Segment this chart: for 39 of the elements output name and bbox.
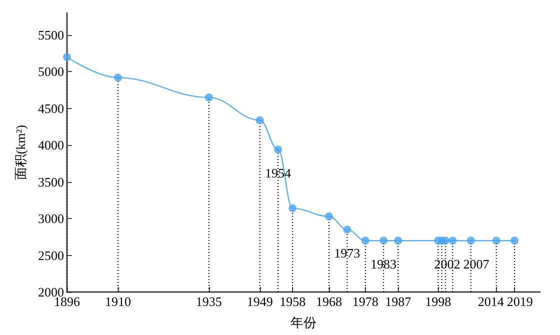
point	[274, 146, 282, 154]
x-tick-label: 1968	[316, 294, 342, 309]
x-tick-label: 1910	[104, 294, 131, 309]
annotation: 1973	[334, 246, 360, 261]
point	[361, 236, 370, 245]
point	[441, 236, 450, 245]
point	[380, 236, 388, 245]
point	[63, 53, 71, 62]
point	[466, 236, 475, 245]
point	[343, 226, 352, 234]
point	[394, 236, 402, 245]
point	[114, 74, 122, 82]
point	[324, 212, 333, 220]
y-tick-label: 3500	[38, 174, 64, 190]
point	[448, 236, 457, 245]
y-tick-label: 4500	[38, 100, 64, 116]
x-tick-label: 1987	[385, 294, 412, 309]
point	[204, 93, 213, 102]
y-tick-label: 5000	[38, 64, 64, 80]
x-axis-title: 年份	[290, 315, 316, 330]
y-tick-label: 4000	[38, 138, 64, 153]
x-tick-label: 1935	[196, 294, 222, 309]
x-tick-label: 1958	[280, 294, 306, 309]
point	[256, 116, 264, 124]
annotation: 1983	[370, 256, 397, 272]
y-tick-label: 2500	[38, 248, 64, 263]
x-tick-label: 1978	[352, 294, 378, 309]
x-tick-label: 2019	[506, 294, 533, 309]
annotation: 2002	[434, 256, 460, 272]
point	[288, 204, 297, 212]
point	[492, 236, 500, 245]
x-tick-label: 2014	[478, 294, 504, 309]
annotation: 2007	[463, 256, 490, 272]
x-tick-label: 1949	[246, 294, 273, 309]
x-tick-label: 1998	[425, 294, 452, 309]
y-tick-label: 3000	[38, 211, 64, 226]
y-axis-title: 面积(km²)	[13, 124, 28, 180]
y-tick-label: 5500	[38, 28, 64, 43]
point	[510, 236, 519, 245]
